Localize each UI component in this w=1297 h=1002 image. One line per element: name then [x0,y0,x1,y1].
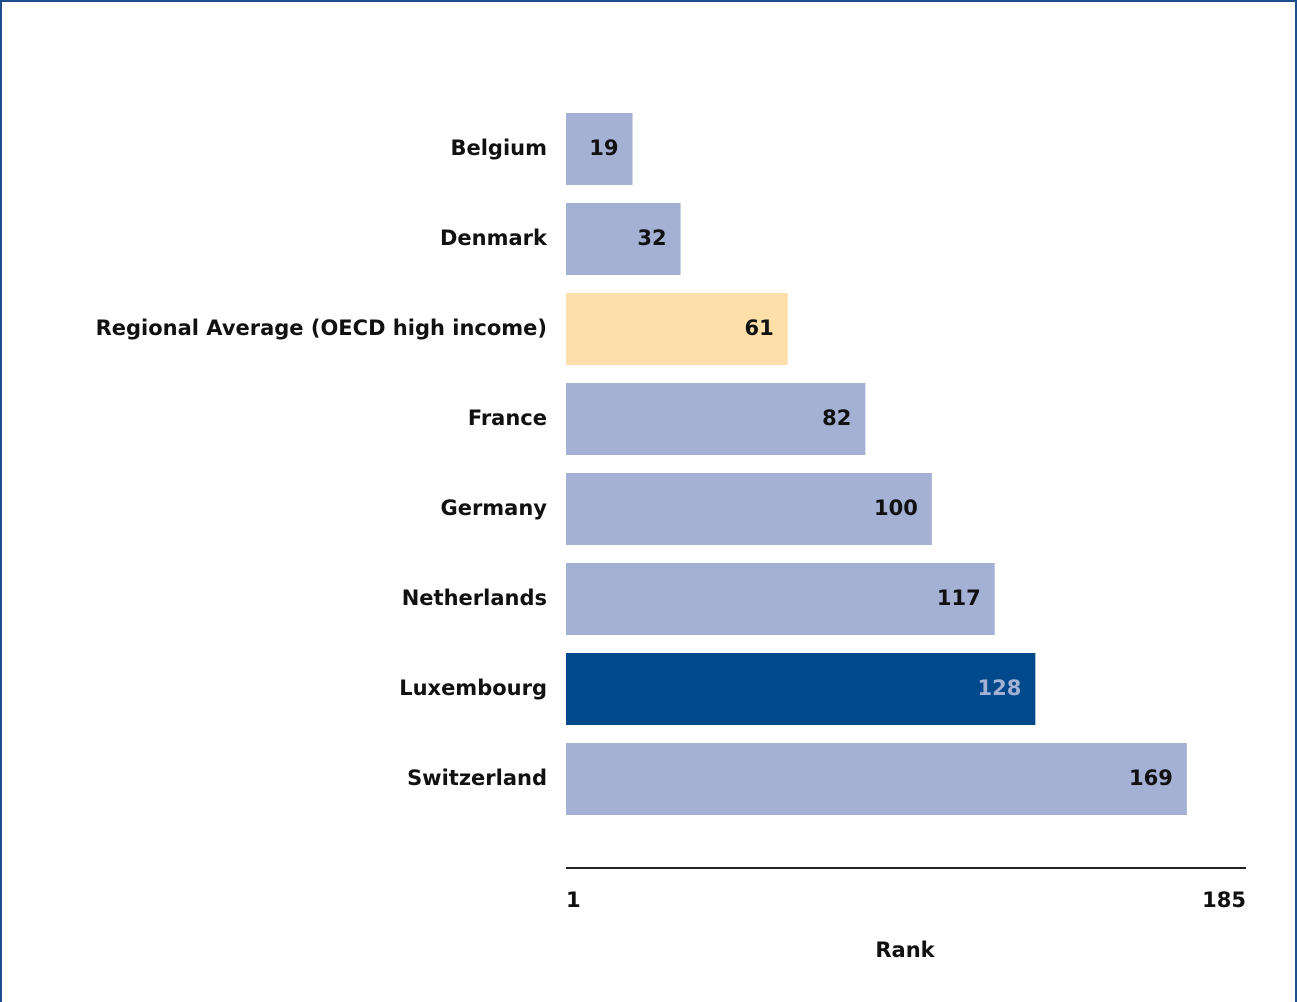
bar [566,563,995,635]
bar [566,653,1036,725]
value-label: 100 [874,496,918,520]
category-label: Netherlands [402,586,547,610]
value-label: 19 [589,136,618,160]
value-label: 82 [822,406,851,430]
bar [566,113,633,185]
bar [566,743,1187,815]
category-label: Germany [440,496,547,520]
bar [566,203,681,275]
value-label: 128 [978,676,1022,700]
category-label: Belgium [450,136,547,160]
x-axis-title: Rank [875,938,935,962]
bar [566,383,866,455]
category-label: Regional Average (OECD high income) [96,316,547,340]
value-label: 117 [937,586,981,610]
category-label: France [468,406,547,430]
category-label: Switzerland [407,766,547,790]
category-label: Denmark [440,226,548,250]
value-label: 169 [1129,766,1173,790]
bar [566,293,788,365]
category-label: Luxembourg [399,676,547,700]
value-label: 61 [745,316,774,340]
bar [566,473,932,545]
x-tick-label: 185 [1202,888,1246,912]
x-tick-label: 1 [566,888,581,912]
value-label: 32 [637,226,666,250]
